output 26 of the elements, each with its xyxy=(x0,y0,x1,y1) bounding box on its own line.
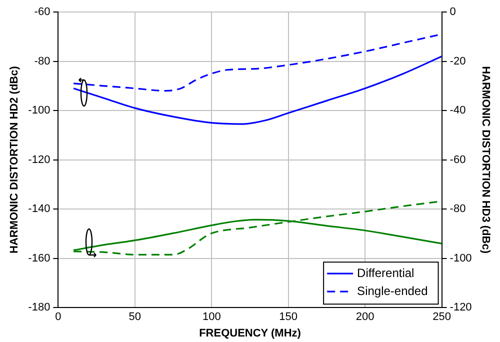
x-tick-label: 0 xyxy=(55,311,62,324)
y-tick-label: -180 xyxy=(28,302,50,314)
y2-tick-label: -20 xyxy=(450,55,466,68)
x-tick-label: 100 xyxy=(202,311,221,324)
y-tick-label: -140 xyxy=(28,203,50,216)
x-tick-label: 50 xyxy=(128,311,142,324)
y2-tick-label: 0 xyxy=(450,6,456,18)
x-tick-label: 200 xyxy=(356,311,374,324)
y-tick-label: -120 xyxy=(28,154,50,166)
legend-label: Differential xyxy=(357,266,414,280)
y2-tick-label: -40 xyxy=(450,104,466,117)
y-tick-label: -160 xyxy=(28,252,50,264)
y-tick-label: -80 xyxy=(34,55,50,68)
y2-tick-label: -80 xyxy=(450,203,466,216)
y-tick-label: -60 xyxy=(34,6,50,18)
y2-tick-label: -60 xyxy=(450,154,466,166)
x-axis-title: FREQUENCY (MHz) xyxy=(199,327,302,340)
x-tick-label: 150 xyxy=(279,311,298,324)
legend-label: Single-ended xyxy=(357,284,428,298)
y2-tick-label: -120 xyxy=(450,302,472,314)
x-tick-label: 250 xyxy=(432,311,451,324)
y-tick-label: -100 xyxy=(28,104,50,117)
y2-axis-title: HARMONIC DISTORTION HD3 (dBc) xyxy=(479,66,492,254)
y-axis-title: HARMONIC DISTORTION HD2 (dBc) xyxy=(8,66,21,254)
line-series xyxy=(72,56,442,125)
y2-tick-label: -100 xyxy=(450,252,472,264)
